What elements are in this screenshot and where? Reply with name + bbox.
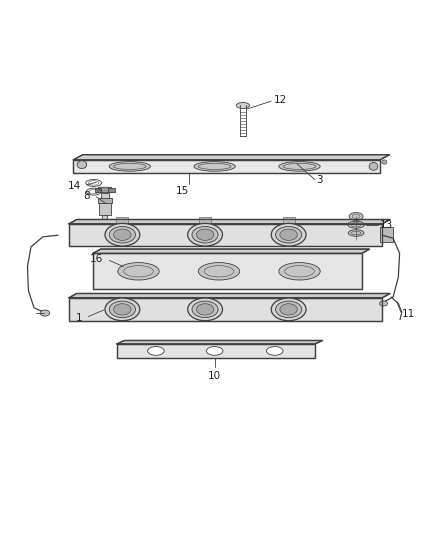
Text: 11: 11 xyxy=(402,309,415,319)
Ellipse shape xyxy=(206,346,223,356)
Ellipse shape xyxy=(40,310,49,316)
Polygon shape xyxy=(117,341,322,344)
Text: 8: 8 xyxy=(84,191,90,201)
Ellipse shape xyxy=(192,227,218,243)
Ellipse shape xyxy=(280,229,297,240)
Ellipse shape xyxy=(77,161,87,168)
Ellipse shape xyxy=(148,346,164,356)
Text: 16: 16 xyxy=(90,254,103,264)
Polygon shape xyxy=(117,344,315,358)
Polygon shape xyxy=(199,217,211,225)
Ellipse shape xyxy=(271,223,306,246)
Ellipse shape xyxy=(369,163,378,171)
Polygon shape xyxy=(93,249,370,254)
Polygon shape xyxy=(73,155,390,160)
Polygon shape xyxy=(69,224,382,246)
Ellipse shape xyxy=(187,298,223,321)
Polygon shape xyxy=(102,215,109,223)
Text: 3: 3 xyxy=(317,175,323,185)
Ellipse shape xyxy=(348,221,364,228)
Ellipse shape xyxy=(105,223,140,246)
Ellipse shape xyxy=(380,301,388,306)
Text: 1: 1 xyxy=(76,313,82,323)
Polygon shape xyxy=(69,220,390,224)
Ellipse shape xyxy=(237,102,250,109)
Polygon shape xyxy=(95,188,102,192)
Ellipse shape xyxy=(109,161,150,171)
Ellipse shape xyxy=(279,263,320,280)
Ellipse shape xyxy=(196,304,214,315)
Text: 10: 10 xyxy=(208,371,221,381)
Polygon shape xyxy=(99,198,111,215)
Polygon shape xyxy=(109,188,115,192)
Ellipse shape xyxy=(196,229,214,240)
Ellipse shape xyxy=(382,160,387,164)
Text: 15: 15 xyxy=(175,186,189,196)
Polygon shape xyxy=(69,294,390,298)
Polygon shape xyxy=(98,198,112,203)
Ellipse shape xyxy=(118,263,159,280)
Polygon shape xyxy=(73,160,380,173)
Ellipse shape xyxy=(110,227,135,243)
Ellipse shape xyxy=(276,227,302,243)
Ellipse shape xyxy=(198,263,240,280)
Ellipse shape xyxy=(110,301,135,318)
Polygon shape xyxy=(69,298,382,321)
Text: 13: 13 xyxy=(380,220,393,230)
Ellipse shape xyxy=(105,298,140,321)
Text: 12: 12 xyxy=(273,95,286,105)
Ellipse shape xyxy=(114,304,131,315)
Polygon shape xyxy=(101,192,110,198)
Ellipse shape xyxy=(194,161,235,171)
Polygon shape xyxy=(116,217,128,225)
Text: 14: 14 xyxy=(68,181,81,191)
Ellipse shape xyxy=(349,213,363,220)
Ellipse shape xyxy=(279,161,320,171)
Ellipse shape xyxy=(187,223,223,246)
Polygon shape xyxy=(97,187,113,192)
Ellipse shape xyxy=(266,346,283,356)
Polygon shape xyxy=(380,228,393,242)
Ellipse shape xyxy=(271,298,306,321)
Ellipse shape xyxy=(114,229,131,240)
Polygon shape xyxy=(93,254,362,289)
Ellipse shape xyxy=(276,301,302,318)
Ellipse shape xyxy=(280,304,297,315)
Ellipse shape xyxy=(348,230,364,236)
Ellipse shape xyxy=(192,301,218,318)
Polygon shape xyxy=(283,217,295,225)
